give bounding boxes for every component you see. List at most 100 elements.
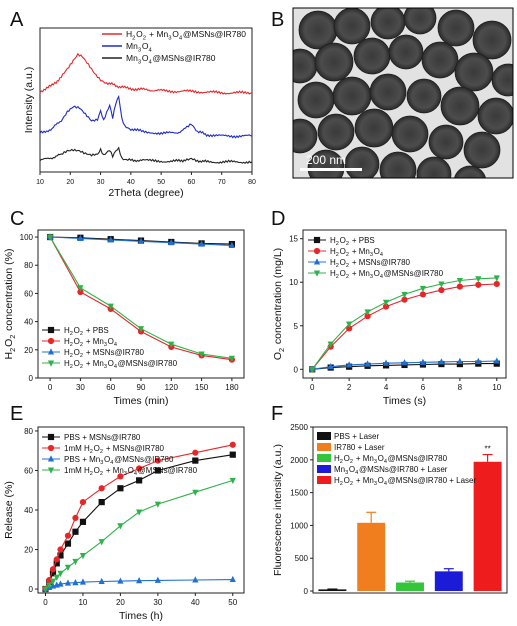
x-tick-label: 30 xyxy=(153,598,162,607)
y-tick-label: 500 xyxy=(295,554,309,563)
data-point xyxy=(382,303,390,310)
x-tick-label: 10 xyxy=(78,598,87,607)
nanoparticle xyxy=(406,78,442,114)
series-line-3 xyxy=(39,146,253,165)
nanoparticle xyxy=(491,63,513,97)
x-tick-label: 180 xyxy=(225,383,239,392)
data-point xyxy=(475,276,482,283)
nanoparticle xyxy=(317,113,355,151)
y-axis-label: Intensity (a.u.) xyxy=(23,67,35,134)
x-tick-label: 40 xyxy=(191,598,200,607)
data-point xyxy=(47,234,54,241)
data-point xyxy=(79,518,87,525)
bar-1 xyxy=(318,589,347,592)
data-point xyxy=(229,441,236,448)
data-point xyxy=(229,575,236,583)
x-axis-label: Times (min) xyxy=(113,395,168,407)
data-point xyxy=(192,449,199,456)
data-point xyxy=(438,286,445,294)
legend-label-1: PBS + Laser xyxy=(334,432,379,441)
y-tick-label: 80 xyxy=(24,261,33,270)
data-point xyxy=(401,359,408,366)
data-point xyxy=(364,360,371,367)
x-tick-label: 40 xyxy=(127,179,135,186)
data-point xyxy=(493,280,500,288)
legend-label-3: PBS + Mn3 O4 @MSNs@IR780 xyxy=(64,455,174,466)
data-point xyxy=(364,313,371,320)
data-point xyxy=(154,576,161,583)
y-axis-label: Release (%) xyxy=(3,481,15,539)
nanoparticle xyxy=(379,151,417,178)
data-point xyxy=(228,241,235,249)
nanoparticle xyxy=(403,8,437,35)
data-point xyxy=(57,552,64,559)
legend-marker-4 xyxy=(47,467,55,474)
x-tick-label: 50 xyxy=(157,179,165,186)
tem-frame xyxy=(292,7,514,179)
nanoparticle xyxy=(472,20,512,60)
y-axis-label: Fluorescence intensity (a.u.) xyxy=(272,444,284,576)
data-point xyxy=(438,281,445,288)
legend-marker-3 xyxy=(47,455,55,462)
legend-label-2: H2 O2 + Mn3 O4 xyxy=(64,337,118,348)
x-tick-label: 0 xyxy=(310,383,315,392)
legend-swatch-1 xyxy=(317,432,331,440)
nanoparticle xyxy=(332,76,372,116)
y-tick-label: 0 xyxy=(304,587,309,596)
nanoparticle xyxy=(391,115,429,153)
data-point xyxy=(64,564,72,572)
panel-letter-c: C xyxy=(10,208,24,230)
x-tick-label: 120 xyxy=(165,383,179,392)
nanoparticle xyxy=(354,108,394,148)
x-tick-label: 150 xyxy=(195,383,209,392)
data-point xyxy=(77,285,84,292)
data-point xyxy=(117,473,124,480)
legend-marker-3 xyxy=(313,258,321,265)
data-point xyxy=(168,238,175,246)
chart-panel-d: 0 2 4 6 8 10 0 5 10 15 Times (s) O2 concentration (… xyxy=(272,229,507,407)
panel-letter-a: A xyxy=(10,9,24,31)
data-point xyxy=(364,309,371,316)
data-point xyxy=(475,281,482,288)
data-point xyxy=(192,489,199,496)
legend-label-2: Mn3 O4 xyxy=(126,41,152,53)
legend-marker-3 xyxy=(47,348,55,355)
data-point xyxy=(327,362,334,370)
plot-frame xyxy=(312,426,508,594)
data-point xyxy=(327,341,334,348)
nanoparticle xyxy=(428,124,464,160)
x-axis-label: Times (h) xyxy=(119,610,163,622)
y-tick-label: 10 xyxy=(289,278,298,287)
y-tick-label: 2500 xyxy=(290,423,308,432)
data-point xyxy=(493,360,500,367)
chart-panel-a: 10 20 30 40 50 60 70 80 2Theta (degree) Intensity… xyxy=(23,27,256,199)
data-point xyxy=(419,358,427,365)
legend-label-1: PBS + MSNs@IR780 xyxy=(64,433,141,442)
data-point xyxy=(46,577,53,584)
data-point xyxy=(192,576,199,583)
data-point xyxy=(49,578,57,585)
data-point xyxy=(107,303,114,310)
y-tick-label: 60 xyxy=(24,466,33,475)
y-tick-label: 40 xyxy=(24,318,33,327)
x-tick-label: 6 xyxy=(421,383,426,392)
bar-4 xyxy=(434,571,463,592)
data-point xyxy=(419,285,427,293)
plot-frame xyxy=(39,27,253,173)
y-tick-label: 20 xyxy=(24,346,33,355)
legend-swatch-4 xyxy=(317,465,331,473)
data-point xyxy=(49,566,57,573)
data-point xyxy=(456,277,463,285)
x-tick-label: 60 xyxy=(188,179,196,186)
chart-panel-f: 0 500 1000 1500 2000 2500 Fluorescence intensi… xyxy=(272,423,508,596)
nanoparticle xyxy=(314,42,354,82)
data-point xyxy=(98,577,105,585)
legend-label-1: H2 O2 + PBS xyxy=(64,326,109,337)
data-point xyxy=(42,586,49,593)
data-point xyxy=(229,451,236,458)
data-point xyxy=(77,234,84,241)
tem-image-panel-b: 200 nm xyxy=(292,7,514,179)
x-tick-label: 30 xyxy=(76,383,85,392)
legend-label-4: 1mM H2 O2 + Mn3 O4 @MSNs@IR780 xyxy=(64,466,198,477)
